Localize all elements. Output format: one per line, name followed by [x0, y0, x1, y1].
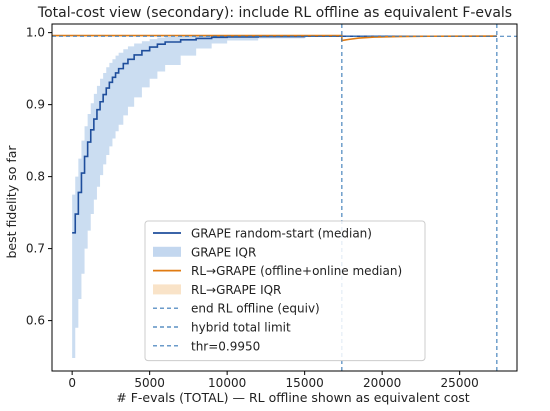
legend-swatch	[153, 246, 181, 257]
x-tick-label: 5000	[134, 376, 165, 390]
y-tick-label: 0.6	[26, 314, 45, 328]
y-axis-label: best fidelity so far	[4, 145, 19, 259]
legend-entry-label: hybrid total limit	[191, 321, 291, 335]
grape-median-line	[72, 35, 497, 234]
x-axis-label: # F-evals (TOTAL) — RL offline shown as …	[116, 390, 470, 405]
y-tick-label: 1.0	[26, 26, 45, 40]
legend-box	[144, 220, 426, 362]
legend-entry-label: RL→GRAPE IQR	[191, 283, 281, 297]
x-tick-label: 0	[68, 376, 76, 390]
x-tick-label: 20000	[363, 376, 401, 390]
x-tick-label: 15000	[286, 376, 324, 390]
y-tick-label: 0.9	[26, 98, 45, 112]
legend: GRAPE random-start (median) GRAPE IQR RL→G…	[144, 220, 426, 362]
legend-entry-label: GRAPE IQR	[191, 245, 256, 259]
x-tick-label: 25000	[441, 376, 479, 390]
y-tick-label: 0.8	[26, 170, 45, 184]
legend-entry-label: RL→GRAPE (offline+online median)	[191, 264, 402, 278]
legend-swatch	[153, 284, 181, 295]
plot-area: 0 5000 10000 15000 20000 25000 0.6 0.7 0.8 0.9 1.0	[26, 23, 518, 390]
x-tick-label: 10000	[208, 376, 246, 390]
plot-frame	[51, 23, 518, 372]
legend-entry-label: thr=0.9950	[191, 339, 260, 353]
grape-iqr-band	[72, 35, 497, 359]
legend-entry-label: end RL offline (equiv)	[191, 302, 320, 316]
legend-entry-label: GRAPE random-start (median)	[191, 227, 372, 241]
chart-title: Total-cost view (secondary): include RL …	[37, 5, 512, 21]
y-tick-label: 0.7	[26, 242, 45, 256]
